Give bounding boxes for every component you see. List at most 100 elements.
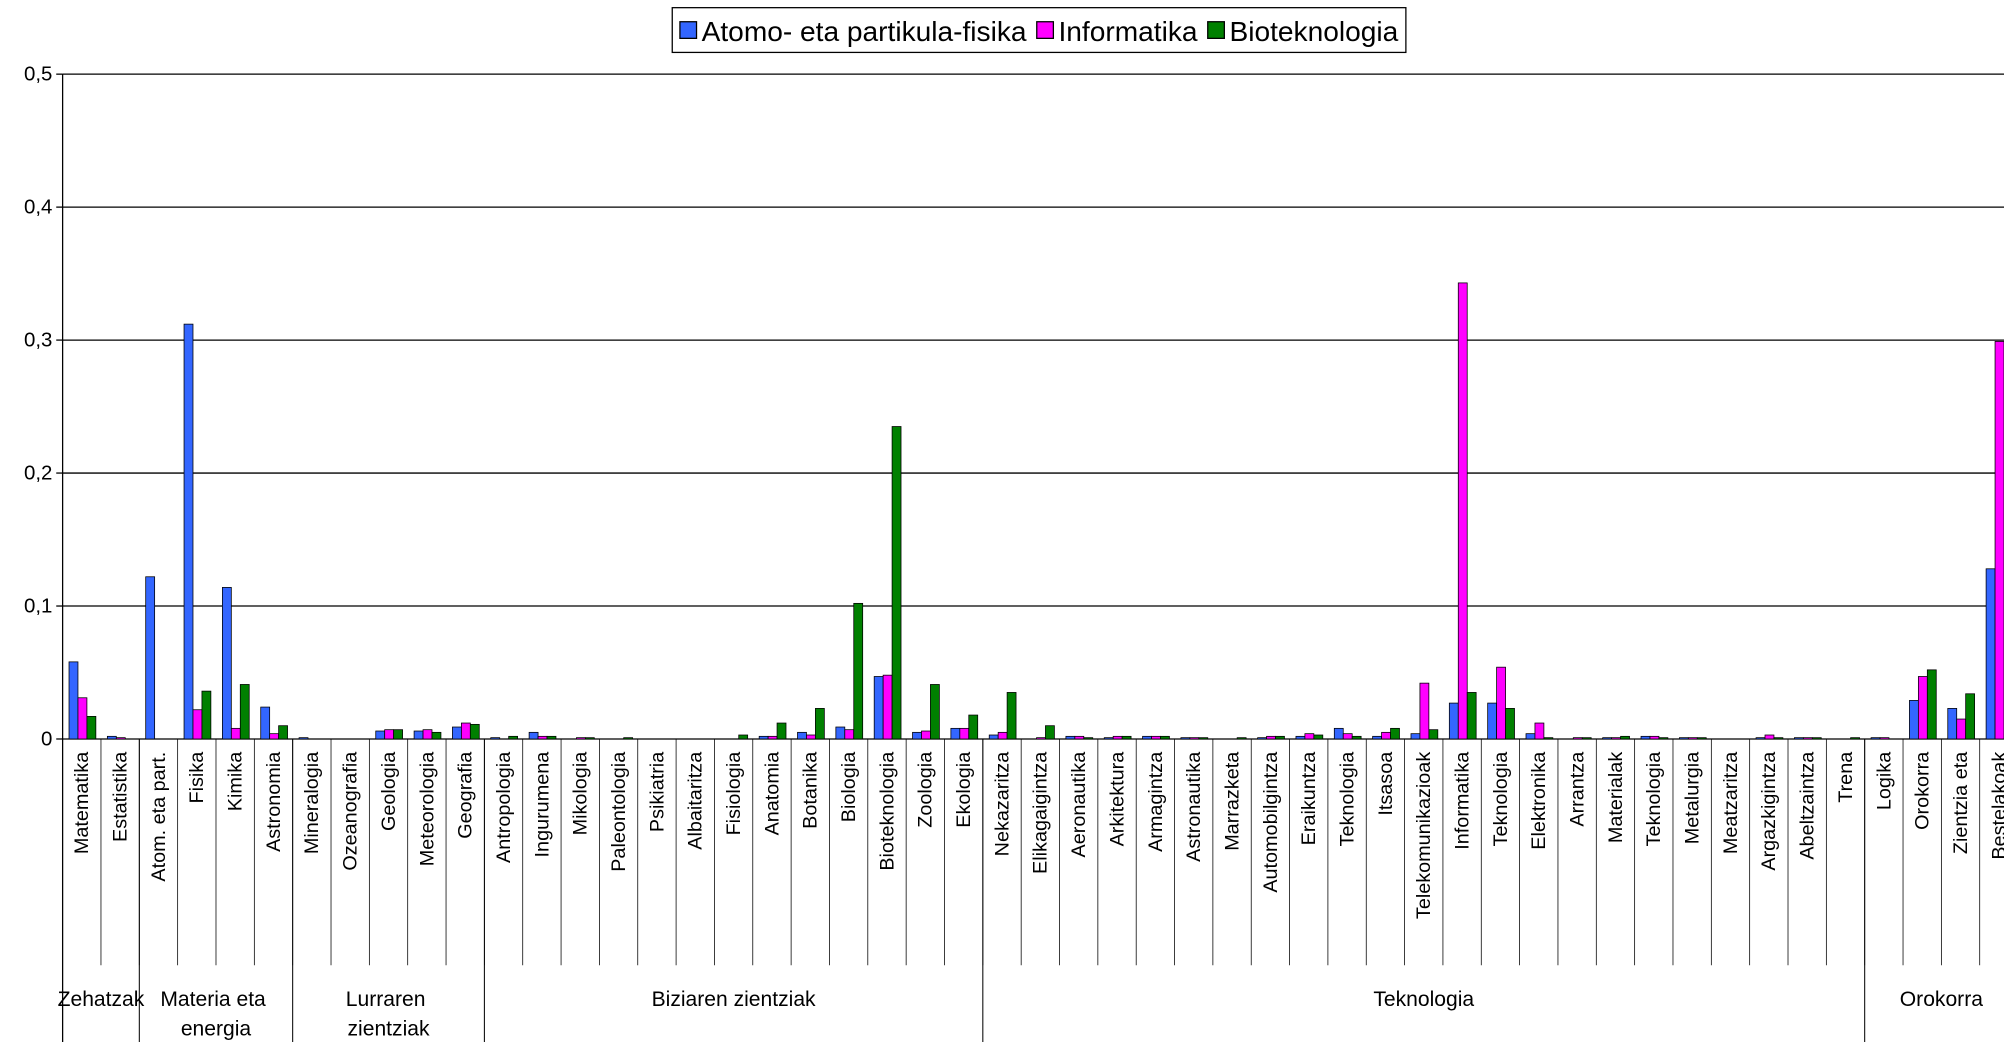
x-tick-label: Anatomia (761, 751, 783, 836)
bar (1351, 735, 1362, 740)
bar (968, 714, 979, 740)
x-tick-label: Meatzaritza (1720, 751, 1742, 854)
bar (1917, 676, 1928, 740)
bar (576, 737, 586, 740)
bar (1065, 735, 1076, 740)
bar (469, 723, 480, 740)
legend-label: Bioteknologia (1229, 16, 1398, 47)
x-tick-label: Mikologia (570, 751, 592, 836)
legend-label: Atomo- eta partikula-fisika (702, 16, 1027, 47)
legend-swatch (679, 21, 698, 39)
bar (959, 727, 970, 740)
bar (528, 731, 539, 740)
bar (623, 737, 634, 740)
group-label: Orokorra (1900, 988, 1983, 1011)
bar (844, 729, 855, 740)
bar (1410, 733, 1421, 740)
bar (1755, 737, 1766, 740)
bar (278, 725, 288, 740)
bar (1275, 735, 1285, 740)
bar (1151, 735, 1161, 740)
bar (413, 730, 424, 740)
bar (422, 729, 433, 740)
bar (1640, 735, 1651, 740)
bar (537, 735, 548, 740)
bar (1198, 737, 1209, 740)
bar (508, 735, 518, 740)
bar (1236, 737, 1247, 740)
x-tick-label: Nekazaritza (991, 751, 1013, 857)
bar (1142, 735, 1152, 740)
group-label-line: Materia eta (160, 988, 271, 1011)
bar (490, 737, 501, 740)
x-tick-label: Mineralogia (301, 751, 323, 854)
x-tick-label: Geografia (455, 751, 477, 839)
bar (1428, 729, 1439, 740)
bar (1342, 733, 1353, 740)
legend-label: Informatika (1058, 16, 1197, 47)
bar (1794, 737, 1804, 740)
x-tick-label: Kimika (225, 751, 247, 811)
bar (546, 735, 557, 740)
bar (950, 727, 961, 740)
bar (1074, 735, 1085, 740)
bar (1926, 669, 1937, 740)
bar (1696, 737, 1707, 740)
bar (106, 735, 117, 740)
bar (1543, 737, 1554, 740)
bar (1611, 737, 1621, 740)
group-label-line: Lurraren (346, 988, 432, 1011)
bar (115, 737, 126, 740)
bar (1121, 735, 1132, 740)
x-tick-label: Zoologia (915, 751, 937, 828)
x-tick-label: Fisika (186, 751, 208, 804)
x-tick-label: Astronomia (263, 751, 285, 852)
bar (1947, 708, 1958, 740)
x-tick-label: Atom. eta part. (148, 752, 170, 882)
bar (1802, 737, 1813, 740)
y-tick-label: 0 (41, 727, 52, 750)
x-tick-label: Eraikuntza (1298, 751, 1320, 846)
bar (1381, 731, 1391, 740)
bar (375, 730, 386, 740)
bar (201, 690, 212, 740)
bar (221, 587, 232, 740)
bar (298, 737, 309, 740)
x-tick-label: Metalurgia (1682, 751, 1704, 844)
bar (1965, 693, 1975, 740)
bar (1372, 735, 1382, 740)
bar (1257, 737, 1267, 740)
x-tick-label: Biologia (838, 751, 860, 822)
x-tick-label: Itsasoa (1375, 751, 1397, 816)
bar (1985, 568, 1996, 740)
bar (460, 722, 471, 740)
bar (912, 731, 922, 740)
bar (145, 576, 156, 740)
x-tick-label: Bestelakoak (1988, 752, 2004, 860)
bar (269, 733, 280, 740)
bar (921, 730, 931, 740)
x-tick-label: Bioteknologia (876, 751, 898, 871)
x-tick-label: Trena (1835, 751, 1857, 803)
bar (1773, 737, 1784, 740)
group-label-line: energia (181, 1018, 252, 1041)
x-tick-label: Geologia (378, 751, 400, 831)
bar (891, 426, 902, 740)
bar (1909, 700, 1919, 740)
bar (1006, 692, 1017, 740)
bar (1419, 682, 1430, 740)
bar (584, 737, 595, 740)
bar (853, 602, 864, 740)
x-tick-label: Estatistika (110, 751, 132, 842)
x-tick-label: Argazkigintza (1758, 751, 1780, 871)
legend: Atomo- eta partikula-fisika Informatika Bi… (671, 7, 1407, 54)
x-tick-label: Zientzia eta (1950, 751, 1972, 854)
bar (1160, 735, 1170, 740)
y-tick-label: 0,3 (24, 328, 52, 351)
group-label: Materia eta energia (160, 988, 271, 1040)
x-tick-label: Elektronika (1528, 751, 1550, 850)
x-tick-label: Telekomunikazioak (1413, 752, 1435, 919)
bar (1687, 737, 1698, 740)
x-tick-label: Albaitaritza (685, 751, 707, 850)
bar (1295, 735, 1306, 740)
